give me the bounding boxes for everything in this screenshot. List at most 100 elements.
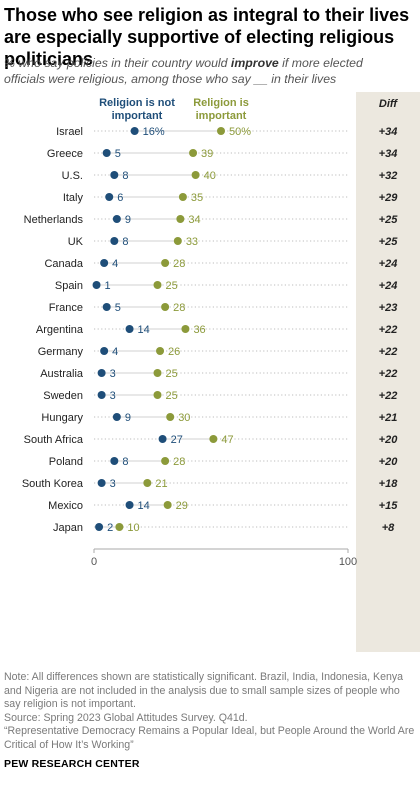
dot-important <box>153 369 162 377</box>
category-label: Poland <box>49 456 83 468</box>
category-label: Italy <box>63 192 84 204</box>
chart-subtitle: % who say policies in their country woul… <box>4 55 404 87</box>
value-label-important: 39 <box>201 148 213 160</box>
value-label-not-important: 5 <box>115 148 121 160</box>
value-label-not-important: 1 <box>105 280 111 292</box>
value-label-important: 25 <box>166 368 178 380</box>
value-label-important: 47 <box>221 434 233 446</box>
diff-value: +25 <box>379 236 399 248</box>
diff-value: +25 <box>379 214 399 226</box>
dot-not-important <box>112 413 121 421</box>
chart-title: Those who see religion as integral to th… <box>4 5 410 69</box>
value-label-not-important: 8 <box>122 236 128 248</box>
dot-not-important <box>110 237 119 245</box>
diff-value: +22 <box>379 390 398 402</box>
value-label-not-important: 8 <box>122 456 128 468</box>
value-label-important: 25 <box>166 390 178 402</box>
dot-not-important <box>92 281 101 289</box>
legend-not-important-line2: important <box>112 110 163 122</box>
dot-not-important <box>105 193 114 201</box>
value-label-not-important: 8 <box>122 170 128 182</box>
category-label: South Korea <box>22 478 84 490</box>
dot-important <box>176 215 185 223</box>
category-label: Israel <box>56 126 83 138</box>
value-label-important: 10 <box>127 522 139 534</box>
dot-important <box>189 149 198 157</box>
dot-not-important <box>158 435 167 443</box>
subtitle-text-before: % who say policies in their country woul… <box>4 56 231 70</box>
dot-important <box>209 435 218 443</box>
value-label-not-important: 4 <box>112 346 118 358</box>
category-label: UK <box>68 236 84 248</box>
dot-important <box>173 237 182 245</box>
value-label-important: 33 <box>186 236 198 248</box>
category-label: Netherlands <box>24 214 84 226</box>
value-label-not-important: 3 <box>110 390 116 402</box>
value-label-not-important: 4 <box>112 258 118 270</box>
diff-value: +34 <box>379 148 398 160</box>
diff-value: +24 <box>379 280 398 292</box>
value-label-important: 25 <box>166 280 178 292</box>
dot-important <box>166 413 175 421</box>
value-label-not-important: 3 <box>110 478 116 490</box>
dot-important <box>181 325 190 333</box>
value-label-not-important: 27 <box>171 434 183 446</box>
category-label: France <box>49 302 83 314</box>
category-label: Greece <box>47 148 83 160</box>
value-label-important: 28 <box>173 258 185 270</box>
diff-value: +22 <box>379 368 398 380</box>
source-text: Source: Spring 2023 Global Attitudes Sur… <box>4 711 248 724</box>
value-label-not-important: 16% <box>143 126 165 138</box>
dot-important <box>161 457 170 465</box>
diff-value: +18 <box>379 478 399 490</box>
dot-not-important <box>110 171 119 179</box>
dot-not-important <box>102 149 111 157</box>
category-label: Japan <box>53 522 83 534</box>
subtitle-emphasis: improve <box>230 56 279 70</box>
dot-important <box>153 281 162 289</box>
category-label: Australia <box>40 368 84 380</box>
value-label-not-important: 3 <box>110 368 116 380</box>
value-label-important: 28 <box>173 302 185 314</box>
diff-value: +8 <box>382 522 395 534</box>
value-label-important: 28 <box>173 456 185 468</box>
category-label: Spain <box>55 280 83 292</box>
diff-value: +20 <box>379 434 399 446</box>
dot-important <box>191 171 200 179</box>
diff-value: +24 <box>379 258 398 270</box>
value-label-important: 36 <box>193 324 205 336</box>
diff-header: Diff <box>379 98 398 110</box>
note-text: Note: All differences shown are statisti… <box>4 671 404 710</box>
value-label-important: 35 <box>191 192 203 204</box>
value-label-not-important: 9 <box>125 214 131 226</box>
category-label: Sweden <box>43 390 83 402</box>
dot-important <box>115 523 124 531</box>
value-label-not-important: 14 <box>138 324 150 336</box>
diff-value: +21 <box>379 412 398 424</box>
category-label: Canada <box>44 258 83 270</box>
dot-not-important <box>95 523 104 531</box>
category-label: Mexico <box>48 500 83 512</box>
value-label-important: 21 <box>155 478 167 490</box>
category-label: Hungary <box>41 412 83 424</box>
diff-value: +22 <box>379 324 398 336</box>
legend-important-line2: important <box>196 110 247 122</box>
diff-value: +34 <box>379 126 398 138</box>
legend-not-important-line1: Religion is not <box>99 97 175 109</box>
dot-not-important <box>125 501 134 509</box>
dot-not-important <box>100 259 109 267</box>
dot-important <box>153 391 162 399</box>
dot-not-important <box>97 391 106 399</box>
diff-value: +20 <box>379 456 399 468</box>
value-label-not-important: 9 <box>125 412 131 424</box>
dot-important <box>178 193 187 201</box>
dot-important <box>143 479 152 487</box>
subtitle-text-after: if more elected officials were religious… <box>4 56 363 86</box>
dot-not-important <box>130 127 139 135</box>
category-label: U.S. <box>62 170 83 182</box>
dot-important <box>161 303 170 311</box>
dot-important <box>161 259 170 267</box>
dot-not-important <box>125 325 134 333</box>
diff-panel <box>356 92 420 652</box>
